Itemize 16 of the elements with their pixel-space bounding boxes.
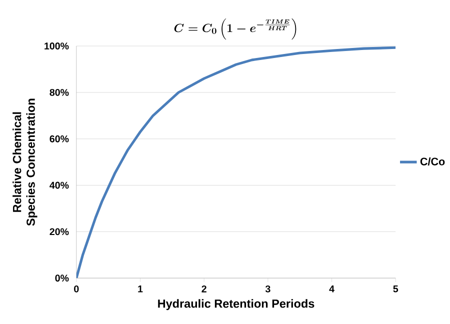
legend-label: C/Co: [420, 157, 445, 166]
x-tick-label: 3: [265, 285, 270, 292]
x-tick-label: 0: [74, 285, 79, 292]
x-tick-label: 1: [138, 285, 143, 292]
y-tick-label: 60%: [50, 135, 69, 142]
x-tick-label: 2: [202, 285, 206, 292]
chart-title: $\boldsymbol{C = C_0\left(1 - e^{-\frac{TIME}{HRT}}\right)}$: [174, 18, 296, 40]
y-tick-label: 0%: [55, 274, 69, 282]
y-tick-label: 40%: [50, 182, 69, 189]
x-tick-label: 4: [329, 285, 334, 292]
x-tick-label: 5: [393, 285, 398, 292]
y-tick-label: 100%: [44, 42, 69, 50]
x-axis-title: Hydraulic Retention Periods: [158, 299, 314, 310]
y-tick-label: 80%: [50, 88, 69, 96]
y-axis-title: Relative Chemical Species Concentration: [12, 98, 38, 226]
y-tick-label: 20%: [50, 228, 69, 236]
